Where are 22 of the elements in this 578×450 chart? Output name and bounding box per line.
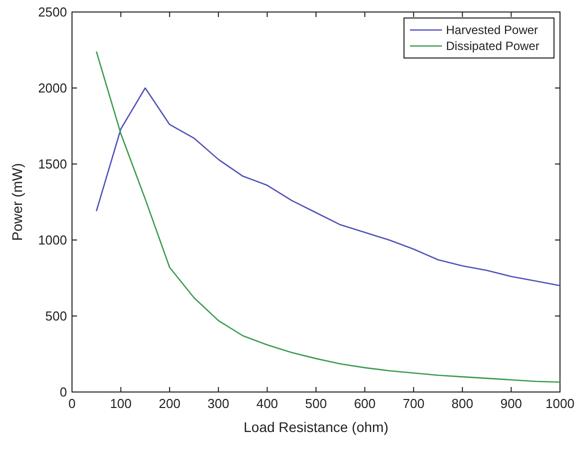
y-tick-label: 500 [45,308,67,324]
x-tick-label: 200 [158,396,180,411]
x-tick-label: 300 [208,396,230,411]
x-tick-label: 500 [305,396,327,411]
legend-label: Harvested Power [446,23,538,37]
y-tick-label: 1000 [38,232,67,248]
x-tick-label: 1000 [546,396,574,411]
y-axis-title: Power (mW) [9,163,25,241]
x-tick-label: 900 [500,396,522,411]
y-tick-label: 2000 [38,80,67,96]
x-tick-label: 700 [402,396,424,411]
y-tick-label: 2500 [38,4,67,20]
line-series [96,87,561,286]
x-tick-label: 800 [452,396,474,411]
y-tick-label: 1500 [38,156,67,172]
x-tick-label: 100 [110,396,132,411]
legend-label: Dissipated Power [446,39,540,53]
line-series [96,50,561,383]
x-tick-label: 400 [256,396,278,411]
x-tick-label: 600 [354,396,376,411]
x-axis-title: Load Resistance (ohm) [244,419,388,435]
y-tick-label: 0 [60,384,67,400]
